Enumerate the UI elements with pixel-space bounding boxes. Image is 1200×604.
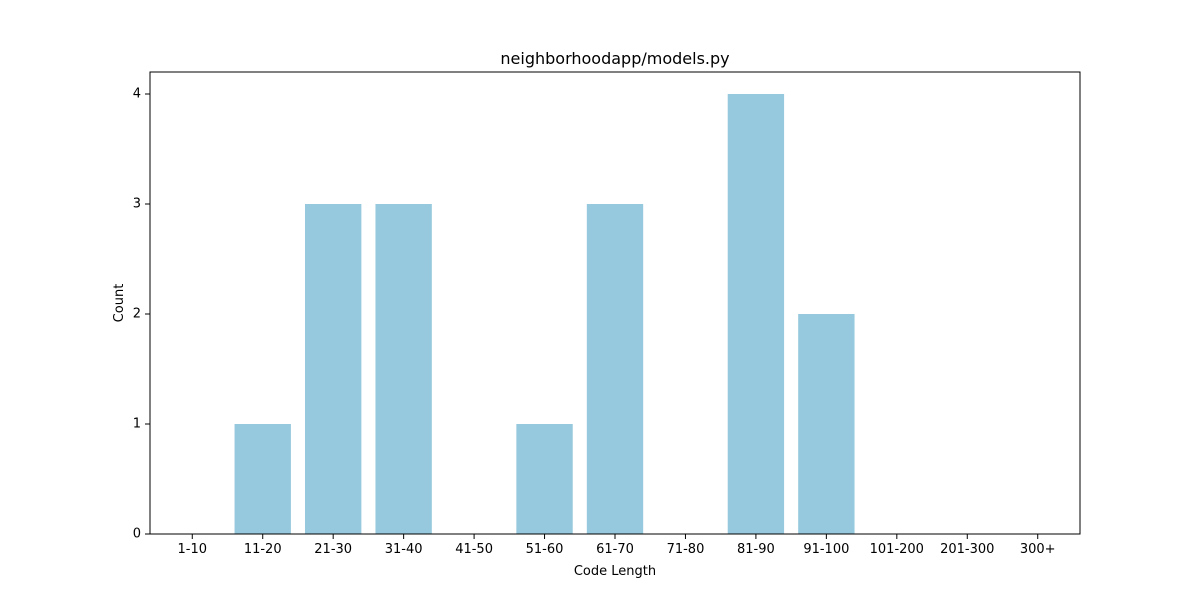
x-tick-label: 300+ <box>1020 542 1056 557</box>
x-tick-label: 81-90 <box>737 542 775 557</box>
x-tick-label: 91-100 <box>803 542 849 557</box>
bars-group <box>234 94 855 534</box>
x-tick-label: 201-300 <box>940 542 994 557</box>
x-tick-label: 71-80 <box>667 542 705 557</box>
x-tick-label: 1-10 <box>178 542 208 557</box>
x-tick-label: 31-40 <box>385 542 423 557</box>
y-tick-label: 0 <box>133 527 141 542</box>
y-tick-label: 2 <box>133 307 141 322</box>
bar-81-90 <box>727 94 785 534</box>
x-tick-label: 61-70 <box>596 542 634 557</box>
bar-91-100 <box>798 314 855 534</box>
x-axis-ticks: 1-10 11-20 21-30 31-40 41-50 51-60 61-70 71-80 8… <box>178 534 1056 557</box>
y-tick-label: 3 <box>133 197 141 212</box>
x-tick-label: 41-50 <box>455 542 493 557</box>
x-tick-label: 51-60 <box>526 542 564 557</box>
bar-11-20 <box>234 424 291 534</box>
x-tick-label: 11-20 <box>244 542 282 557</box>
bar-61-70 <box>586 204 644 534</box>
x-tick-label: 21-30 <box>314 542 352 557</box>
plot-frame <box>149 71 1081 535</box>
x-tick-label: 101-200 <box>870 542 924 557</box>
bar-51-60 <box>516 424 573 534</box>
y-axis-label: Count <box>112 284 127 323</box>
bar-21-30 <box>305 204 362 534</box>
y-axis-ticks: 0 1 2 3 4 <box>133 87 150 542</box>
y-tick-label: 1 <box>133 417 141 432</box>
x-axis-label: Code Length <box>574 564 656 579</box>
bar-31-40 <box>375 204 432 534</box>
y-tick-label: 4 <box>133 87 141 102</box>
chart-title: neighborhoodapp/models.py <box>500 49 729 68</box>
